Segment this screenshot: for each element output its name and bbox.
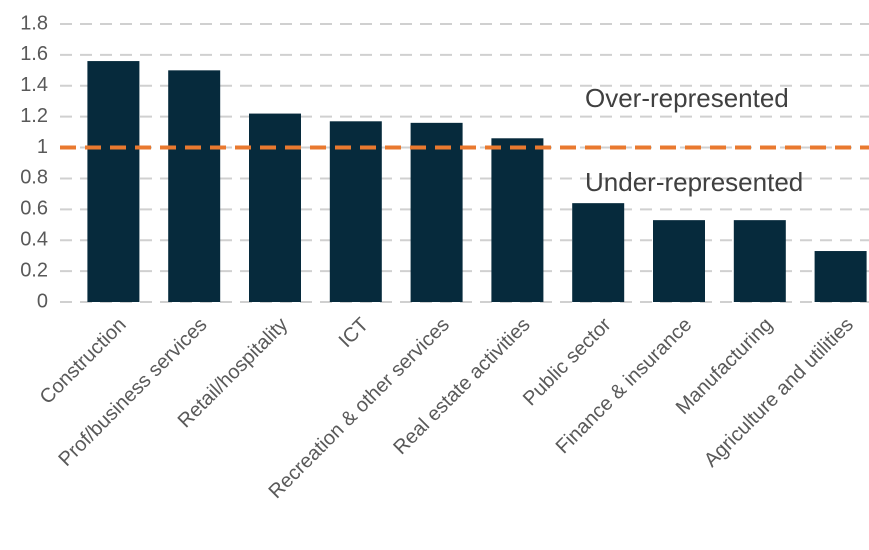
bar [168, 70, 221, 302]
y-tick-label: 0.6 [20, 198, 48, 220]
x-tick-label: ICT [335, 314, 373, 352]
y-tick-label: 0.8 [20, 167, 48, 189]
bar [814, 251, 867, 302]
x-tick-label: Real estate activities [389, 314, 534, 459]
y-tick-label: 0 [37, 290, 48, 312]
y-tick-label: 1.4 [20, 74, 48, 96]
y-tick-label: 1 [37, 136, 48, 158]
x-tick-label: Agriculture and utilities [700, 314, 858, 472]
bar [572, 203, 625, 302]
y-tick-label: 1.8 [20, 12, 48, 34]
x-tick-label: Prof/business services [54, 314, 211, 471]
bar [491, 138, 544, 302]
bar [329, 121, 382, 302]
y-tick-label: 0.4 [20, 229, 48, 251]
bar [87, 61, 140, 302]
y-tick-label: 1.2 [20, 105, 48, 127]
bar [249, 113, 301, 302]
y-tick-label: 0.2 [20, 259, 48, 281]
bar [410, 122, 463, 302]
annotation-over: Over-represented [585, 83, 789, 113]
bar [733, 220, 786, 302]
bar [653, 220, 705, 302]
y-tick-label: 1.6 [20, 43, 48, 65]
annotation-under: Under-represented [585, 167, 803, 197]
x-tick-label: Finance & insurance [552, 314, 696, 458]
